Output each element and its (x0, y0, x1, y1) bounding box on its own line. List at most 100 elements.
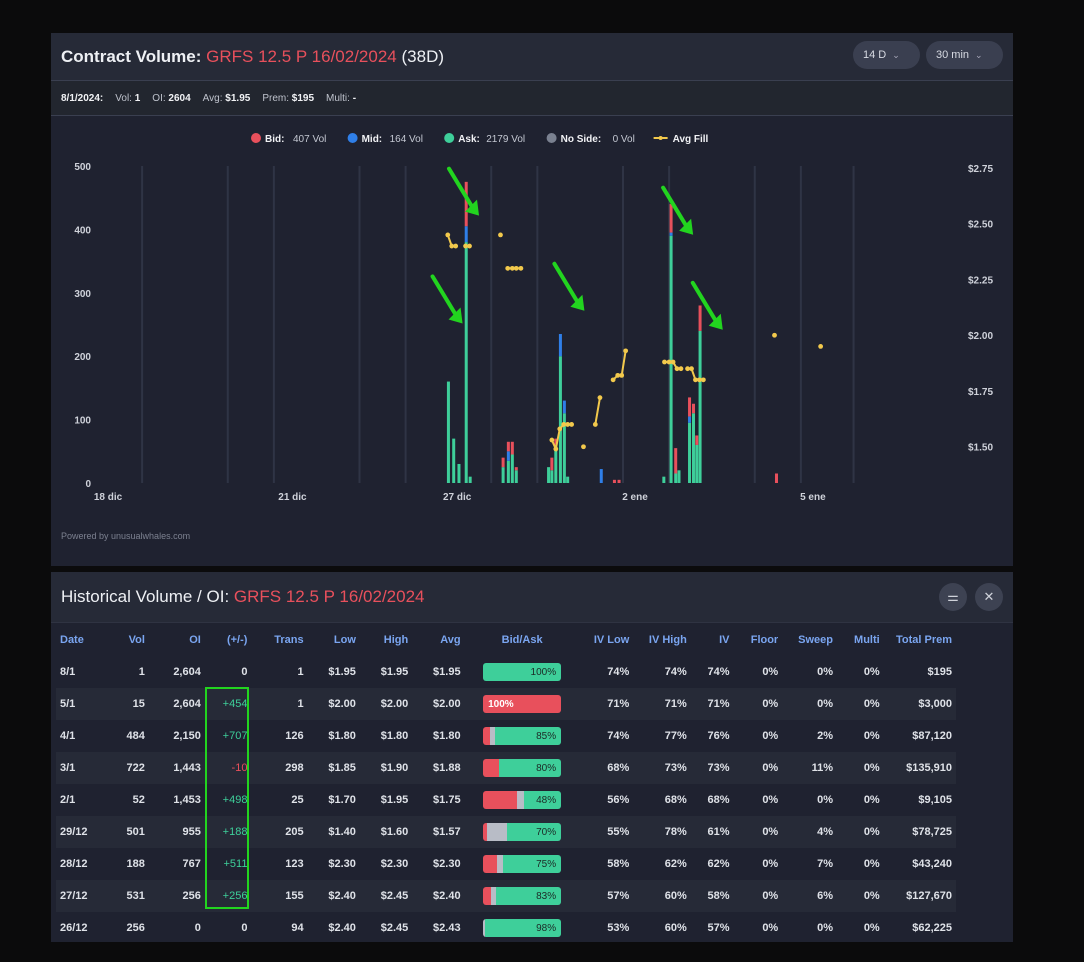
cell-prem: $62,225 (912, 922, 952, 934)
cell-trans: 126 (285, 730, 304, 742)
avg-fill-point (666, 359, 672, 365)
column-header[interactable]: IV Low (593, 633, 630, 646)
cell-date: 3/1 (56, 752, 103, 784)
avg-fill-line (594, 397, 601, 425)
volume-chart[interactable]: 500 400 300 200 100 0 $2.75 $2.50 $2.25 $2.00 $1.7… (51, 116, 1013, 566)
table-row[interactable]: 3/1 722 1,443 -10 298 $1.85 $1.90 $1.88 80% 68% 73… (56, 752, 956, 784)
bid-ask-cell: 75% (465, 848, 580, 880)
bar-ask (468, 476, 472, 483)
cell-low: $2.40 (307, 880, 360, 912)
column-header[interactable]: (+/-) (226, 633, 248, 646)
column-header[interactable]: Floor (750, 633, 779, 646)
bar-mid (599, 469, 603, 483)
cell-high: $1.60 (359, 816, 413, 848)
column-header[interactable]: IV (719, 633, 730, 646)
table-row[interactable]: 8/1 1 2,604 0 1 $1.95 $1.95 $1.95 100% 74% 74% 74% 0… (56, 656, 956, 688)
cell-iv-high: 60% (633, 880, 691, 912)
bar-ask (446, 381, 450, 483)
stat-oi: OI: 2604 (152, 92, 191, 104)
cell-avg: $1.95 (433, 666, 461, 678)
table-row[interactable]: 2/1 52 1,453 +498 25 $1.70 $1.95 $1.75 48% 56% 68%… (56, 784, 956, 816)
cell-iv: 57% (707, 922, 730, 934)
bid-ask-seg-ask (523, 791, 562, 809)
cell-vol: 1 (138, 666, 145, 678)
y-tick-label: 400 (74, 225, 91, 236)
column-header[interactable]: Total Prem (895, 633, 952, 646)
column-header[interactable]: Low (333, 633, 356, 646)
annotation-arrowhead (708, 313, 723, 330)
interval-dropdown[interactable]: 30 min ⌄ (926, 41, 1003, 69)
table-row[interactable]: 26/12 256 0 0 94 $2.40 $2.45 $2.43 98% 53% 60% 57% 0… (56, 912, 956, 944)
column-header[interactable]: High (383, 633, 409, 646)
cell-iv-low: 74% (607, 666, 630, 678)
cell-iv: 74% (707, 666, 730, 678)
cell-oi: 0 (194, 922, 201, 934)
column-header[interactable]: Avg (440, 633, 461, 646)
cell-prem: $135,910 (883, 752, 956, 784)
x-tick-label: 21 dic (278, 492, 307, 503)
avg-fill-point (678, 366, 684, 372)
bar-ask (550, 470, 554, 483)
bar-ask (677, 470, 681, 483)
cell-iv: 73% (690, 752, 734, 784)
bid-ask-seg-ask (494, 727, 562, 745)
bar-mid (464, 226, 468, 243)
legend-value: 0 Vol (613, 134, 635, 145)
bar-bid (506, 441, 510, 452)
cell-floor: 0% (733, 880, 783, 912)
bid-ask-bar: 98% (483, 919, 562, 937)
cell-iv: 68% (707, 794, 730, 806)
column-header[interactable]: Trans (274, 633, 304, 646)
chevron-down-icon: ⌄ (892, 49, 900, 60)
bid-ask-cell: 100% (465, 656, 580, 688)
cell-avg: $2.00 (412, 688, 465, 720)
bar-bid (510, 441, 514, 455)
filter-button[interactable]: ⚌ (939, 583, 967, 611)
column-header[interactable]: Vol (128, 633, 145, 646)
avg-fill-point (505, 265, 511, 271)
avg-fill-point (674, 366, 680, 372)
column-header[interactable]: Multi (854, 633, 880, 646)
annotation-arrow (447, 166, 475, 209)
powered-by: Powered by unusualwhales.com (61, 531, 191, 541)
bid-ask-seg-bid (483, 855, 498, 873)
bid-ask-label: 100% (530, 666, 557, 678)
table-row[interactable]: 27/12 531 256 +256 155 $2.40 $2.45 $2.40 83% 57% 6… (56, 880, 956, 912)
cell-sweep: 4% (782, 816, 838, 848)
y-right-tick-label: $2.25 (968, 275, 993, 286)
bid-ask-cell: 83% (464, 880, 580, 912)
bid-ask-bar: 75% (483, 855, 562, 873)
avg-fill-point (553, 446, 559, 452)
title-prefix: Contract Volume: (61, 46, 202, 66)
bid-ask-seg-mid (490, 887, 497, 905)
column-header[interactable]: Date (60, 633, 84, 646)
table-row[interactable]: 5/1 15 2,604 +454 1 $2.00 $2.00 $2.00 100% 71% 71%… (56, 688, 956, 720)
bar-bid (554, 438, 558, 445)
bid-ask-seg-mid (483, 919, 485, 937)
collapse-button[interactable]: ✕ (975, 583, 1003, 611)
table-row[interactable]: 4/1 484 2,150 +707 126 $1.80 $1.80 $1.80 85% 74% 7… (56, 720, 956, 752)
cell-avg: $1.57 (412, 816, 465, 848)
panel-title: Contract Volume: GRFS 12.5 P 16/02/2024 … (61, 47, 444, 67)
table-row[interactable]: 29/12 501 955 +188 205 $1.40 $1.60 $1.57 70% 55% 7… (56, 816, 956, 848)
cell-oi: 2,150 (173, 730, 201, 742)
column-header[interactable]: Bid/Ask (501, 633, 543, 646)
column-header[interactable]: IV High (648, 633, 687, 646)
cell-date: 27/12 (56, 880, 103, 912)
annotation-arrow (690, 280, 718, 323)
cell-prem: $3,000 (883, 688, 956, 720)
column-header[interactable]: OI (189, 633, 201, 646)
bid-ask-cell: 85% (465, 720, 580, 752)
bar-ask (674, 473, 678, 483)
range-dropdown[interactable]: 14 D ⌄ (853, 41, 920, 69)
cell-vol: 484 (126, 730, 145, 742)
cell-multi: 0% (863, 858, 880, 870)
legend-name: No Side: (561, 134, 602, 145)
bid-ask-seg-mid (490, 727, 495, 745)
bar-ask (506, 460, 510, 483)
column-header[interactable]: Sweep (798, 633, 834, 646)
table-row[interactable]: 28/12 188 767 +511 123 $2.30 $2.30 $2.30 75% 58% 6… (56, 848, 956, 880)
bid-ask-bar: 85% (483, 727, 562, 745)
cell-trans: 1 (251, 688, 308, 720)
legend-swatch (251, 133, 261, 143)
